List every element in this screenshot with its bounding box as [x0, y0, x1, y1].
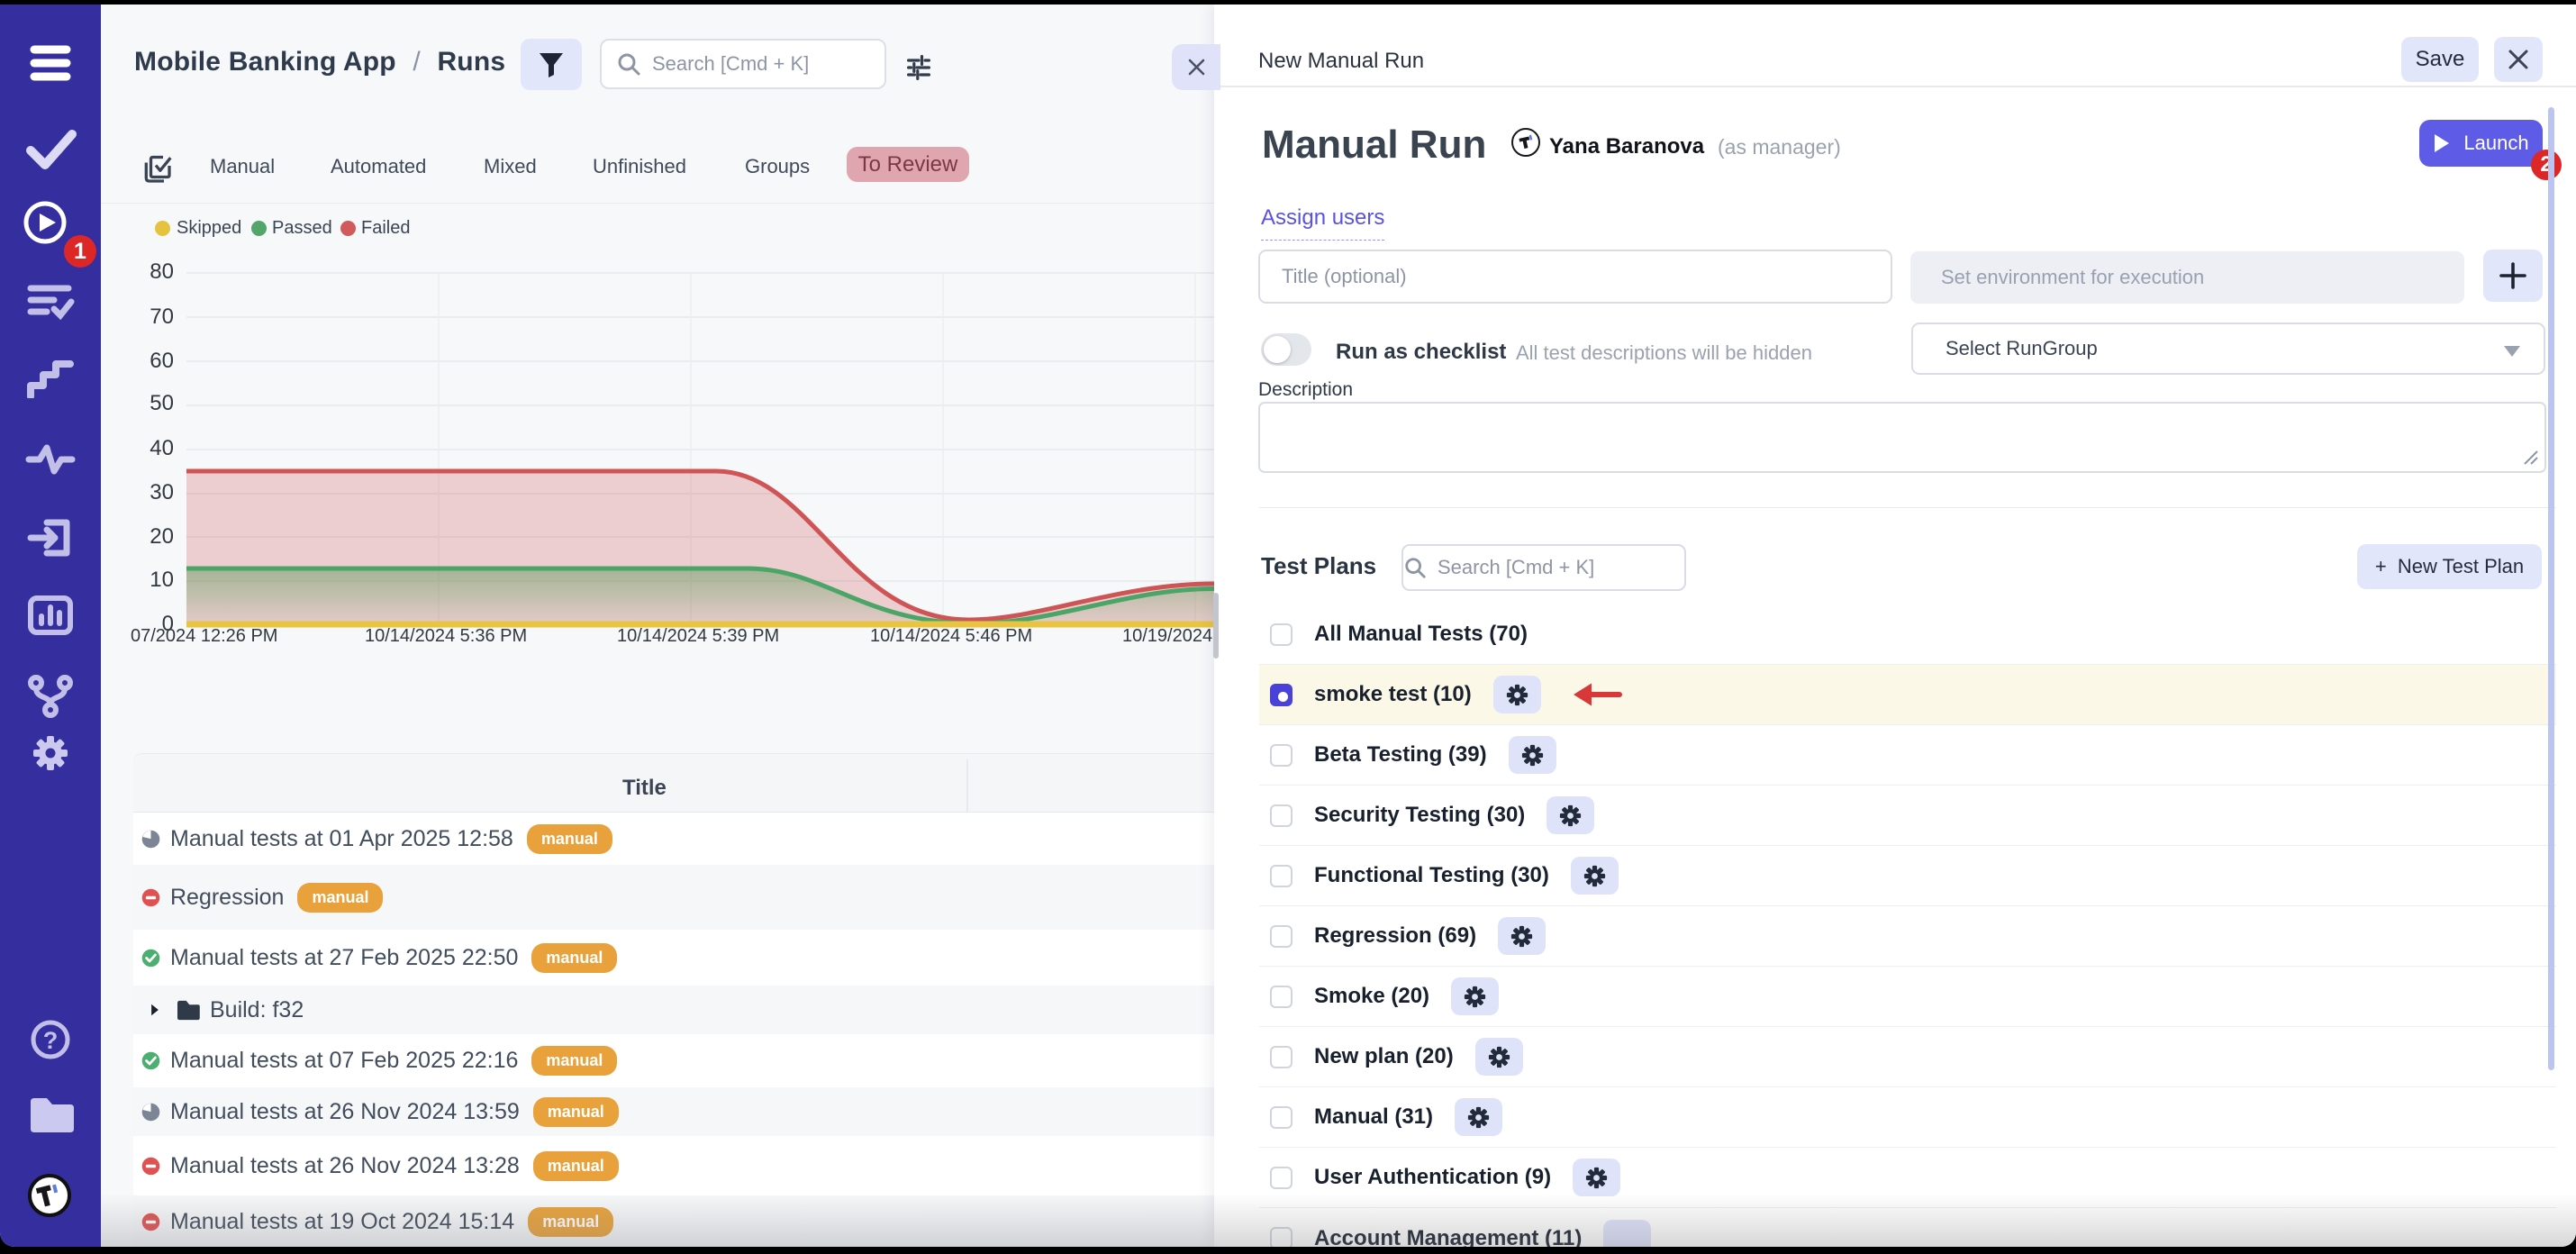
svg-text:?: ?: [43, 1027, 59, 1054]
